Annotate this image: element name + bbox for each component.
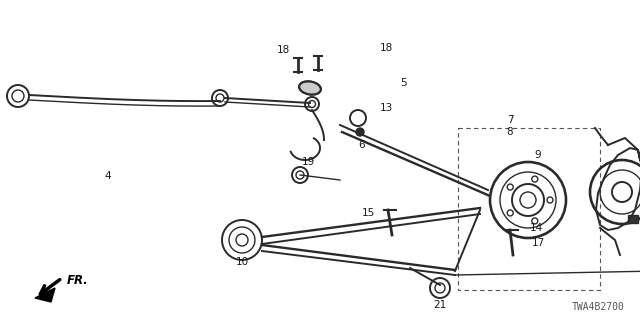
Text: 9: 9 <box>534 150 541 160</box>
Text: 19: 19 <box>302 157 316 167</box>
Text: 6: 6 <box>358 140 365 150</box>
Ellipse shape <box>299 81 321 95</box>
Text: 5: 5 <box>400 78 406 88</box>
Text: 14: 14 <box>530 223 543 233</box>
Text: 7: 7 <box>507 115 513 125</box>
Text: 15: 15 <box>362 208 375 218</box>
Text: 4: 4 <box>105 171 111 181</box>
Text: 13: 13 <box>380 103 393 113</box>
Polygon shape <box>35 288 55 302</box>
Text: 21: 21 <box>433 300 447 310</box>
Text: 18: 18 <box>380 43 393 53</box>
Text: TWA4B2700: TWA4B2700 <box>572 302 625 312</box>
Text: 8: 8 <box>507 127 513 137</box>
Circle shape <box>356 128 364 136</box>
Bar <box>628 215 638 223</box>
Text: 17: 17 <box>532 238 545 248</box>
Bar <box>458 128 600 290</box>
Text: FR.: FR. <box>67 274 89 286</box>
Text: 18: 18 <box>276 45 290 55</box>
Text: 10: 10 <box>236 257 248 267</box>
